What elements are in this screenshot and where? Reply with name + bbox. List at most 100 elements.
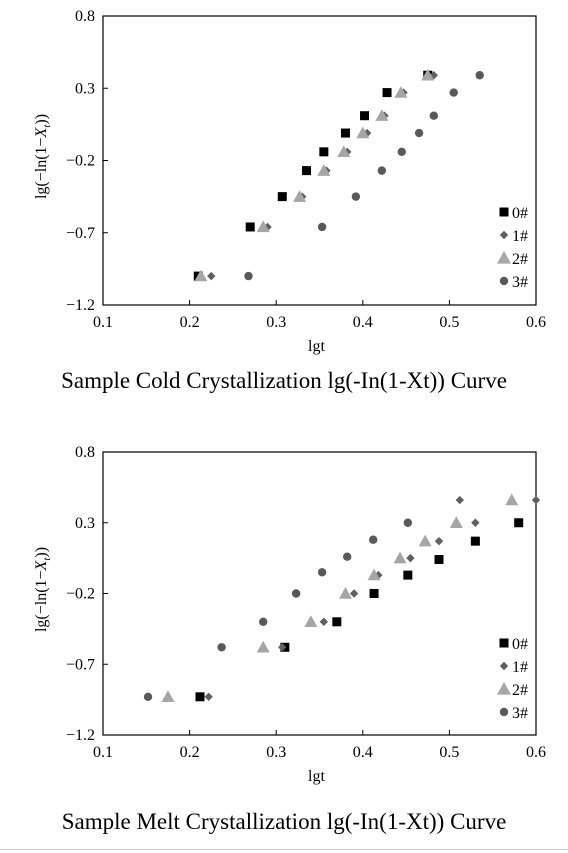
melt-series-3-point (343, 552, 352, 561)
y-axis-title-part: lg(−ln(1− (33, 570, 50, 632)
legend-marker-1 (499, 230, 509, 240)
melt-series-1-point (455, 495, 464, 505)
legend-label-3: 3# (512, 705, 528, 722)
cold-plot-frame (102, 15, 537, 306)
y-tick-label: 0.3 (75, 515, 95, 532)
cold-series-3-point (429, 111, 439, 120)
x-axis-title: lgt (308, 768, 325, 785)
cold-series-0-point (382, 88, 392, 98)
cold-series-0-point (245, 222, 255, 232)
melt-series-3-point (317, 568, 327, 577)
legend-label-0: 0# (512, 205, 528, 222)
legend-label-0: 0# (512, 636, 528, 653)
y-axis-title: lg(−ln(1−Xt)) (33, 547, 53, 632)
cold-series-3-point (377, 166, 387, 175)
melt-series-2-point (367, 568, 381, 581)
cold-series-3-point (414, 128, 424, 138)
melt-series-3-point (259, 617, 268, 626)
legend-marker-2 (497, 682, 511, 695)
cold-series-2-point (194, 269, 208, 282)
melt-series-1-point (349, 589, 359, 598)
melt-series-1-point (406, 553, 415, 563)
y-tick-label: −1.2 (66, 297, 95, 314)
x-tick-label: 0.5 (439, 744, 459, 761)
cold-series-2-point (256, 220, 270, 233)
legend-label-3: 3# (512, 274, 528, 291)
cold-series-3-point (397, 147, 406, 157)
y-tick-label: −0.7 (66, 656, 95, 673)
legend-label-1: 1# (512, 659, 528, 676)
cold-series-2-point (394, 86, 408, 98)
legend-marker-0 (499, 638, 509, 648)
cold-series-2-point (293, 190, 307, 202)
legend-label-1: 1# (512, 228, 528, 245)
cold-series-3-point (475, 71, 484, 80)
x-tick-label: 0.5 (439, 314, 459, 331)
melt-series-2-point (338, 587, 352, 599)
y-tick-label: 0.8 (75, 8, 95, 25)
cold-series-2-point (421, 68, 435, 81)
melt-series-0-point (514, 518, 524, 528)
legend-marker-3 (499, 276, 509, 286)
melt-series-0-point (332, 617, 342, 627)
x-tick-label: 0.1 (93, 744, 113, 761)
cold-crystallization-chart: 0.1 0.2 0.3 0.4 0.5 0.6 −1.2 −0.7 −0.2 0.3 0.8 lgt l… (33, 8, 546, 355)
melt-crystallization-caption: Sample Melt Crystallization lg(-In(1-Xt)… (61, 809, 507, 834)
melt-series-0-point (470, 536, 480, 546)
melt-series-0-point (195, 692, 205, 702)
y-tick-label: 0.3 (75, 80, 95, 97)
cold-series-1-point (263, 222, 272, 232)
y-tick-label: −1.2 (66, 727, 95, 744)
y-tick-label: 0.8 (75, 444, 95, 461)
melt-series-3-point (368, 535, 378, 544)
cold-series-0-point (360, 111, 370, 121)
x-tick-label: 0.3 (266, 744, 286, 761)
melt-crystallization-chart: 0.1 0.2 0.3 0.4 0.5 0.6 −1.2 −0.7 −0.2 0.3 0.8 lgt l… (33, 444, 546, 785)
melt-series-3-point (291, 589, 301, 598)
melt-series-2-point (393, 551, 407, 564)
y-axis-title-part: )) (33, 547, 50, 558)
x-tick-label: 0.2 (180, 744, 200, 761)
y-axis-title-part: )) (33, 114, 50, 125)
melt-series-0-point (403, 570, 413, 580)
melt-series-2-point (505, 493, 519, 506)
x-axis-title: lgt (308, 338, 325, 355)
x-tick-label: 0.1 (93, 314, 113, 331)
legend-label-2: 2# (512, 251, 528, 268)
melt-series-1-point (471, 518, 480, 527)
melt-series-3-point (217, 643, 226, 652)
cold-series-0-point (277, 192, 287, 202)
cold-series-0-point (319, 147, 329, 157)
legend-marker-0 (499, 207, 509, 217)
cold-series-2-point (337, 145, 351, 158)
y-axis-title: lg(−ln(1−Xt)) (33, 114, 53, 199)
cold-crystallization-panel: 0.1 0.2 0.3 0.4 0.5 0.6 −1.2 −0.7 −0.2 0.3 0.8 lgt l… (0, 0, 568, 420)
melt-series-1-point (204, 692, 213, 701)
melt-series-1-point (531, 495, 541, 505)
y-axis-title-part: X (33, 126, 50, 138)
legend-marker-1 (499, 661, 509, 671)
x-tick-label: 0.4 (353, 744, 373, 761)
y-axis-title-part: t (41, 124, 53, 128)
legend-marker-3 (499, 707, 509, 717)
cold-crystallization-caption: Sample Cold Crystallization lg(-In(1-Xt)… (61, 368, 507, 393)
melt-series-2-point (161, 690, 175, 702)
melt-series-0-point (434, 555, 444, 565)
y-tick-label: −0.2 (66, 586, 95, 603)
x-tick-label: 0.2 (180, 314, 200, 331)
x-tick-label: 0.6 (526, 744, 546, 761)
x-tick-label: 0.3 (266, 314, 286, 331)
x-tick-label: 0.4 (353, 314, 373, 331)
cold-series-3-point (351, 192, 361, 201)
legend-label-2: 2# (512, 682, 528, 699)
cold-series-2-point (375, 109, 389, 121)
melt-crystallization-panel: 0.1 0.2 0.3 0.4 0.5 0.6 −1.2 −0.7 −0.2 0.3 0.8 lgt l… (0, 425, 568, 853)
y-tick-label: −0.7 (66, 225, 95, 242)
cold-series-3-point (317, 222, 327, 232)
melt-series-2-point (418, 534, 432, 547)
melt-series-1-point (319, 617, 329, 626)
y-tick-label: −0.2 (66, 153, 95, 170)
melt-series-0-point (369, 589, 379, 598)
legend-marker-2 (497, 251, 511, 264)
melt-series-2-point (256, 640, 270, 653)
